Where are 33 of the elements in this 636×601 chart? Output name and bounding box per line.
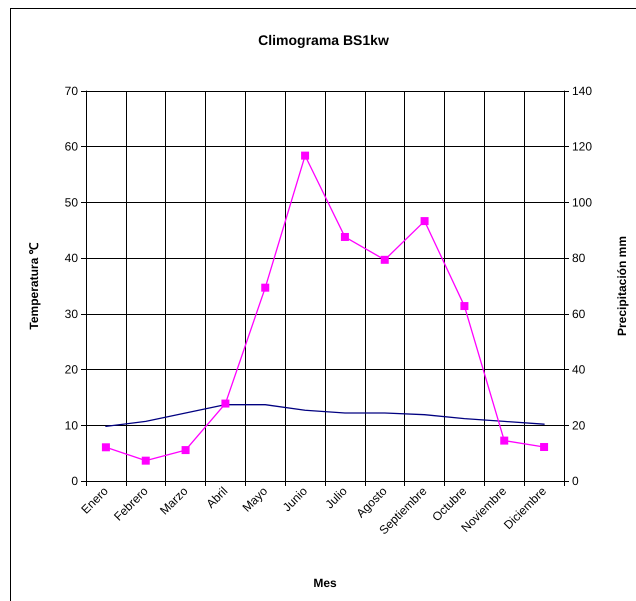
y-tick-label: 0: [71, 474, 78, 488]
point: [221, 400, 230, 408]
y2-tick-label: 140: [572, 84, 592, 98]
y-tick-label: 10: [64, 418, 78, 432]
y-tick-label: 60: [64, 140, 78, 154]
point: [380, 256, 389, 264]
point: [340, 232, 349, 241]
y2-tick-label: 100: [572, 195, 592, 210]
point: [261, 284, 270, 292]
y-tick-label: 20: [64, 362, 78, 377]
y-tick-label: 50: [64, 195, 78, 210]
y-tick-label: 70: [64, 84, 78, 98]
y2-tick-label: 40: [572, 362, 586, 377]
y-tick-label: 30: [64, 306, 78, 321]
point: [540, 443, 548, 452]
point: [301, 152, 310, 160]
y2-tick-label: 60: [572, 306, 586, 321]
point: [102, 443, 110, 452]
point: [500, 436, 508, 445]
x-tick-label: Julio: [322, 484, 350, 512]
y2-tick-label: 120: [572, 140, 592, 154]
y2-tick-label: 0: [572, 474, 579, 488]
y2-tick-label: 80: [572, 251, 586, 266]
y2-tick-label: 20: [572, 418, 586, 432]
x-axis-title: Mes: [313, 576, 337, 590]
y-axis-title: Temperatura ℃: [27, 242, 41, 330]
point: [420, 217, 429, 226]
point: [142, 456, 150, 465]
chart-title: Climograma BS1kw: [258, 32, 389, 48]
y2-axis-title: Precipitación mm: [615, 236, 629, 336]
point: [182, 446, 190, 454]
y-tick-label: 40: [64, 251, 78, 266]
point: [460, 302, 468, 310]
